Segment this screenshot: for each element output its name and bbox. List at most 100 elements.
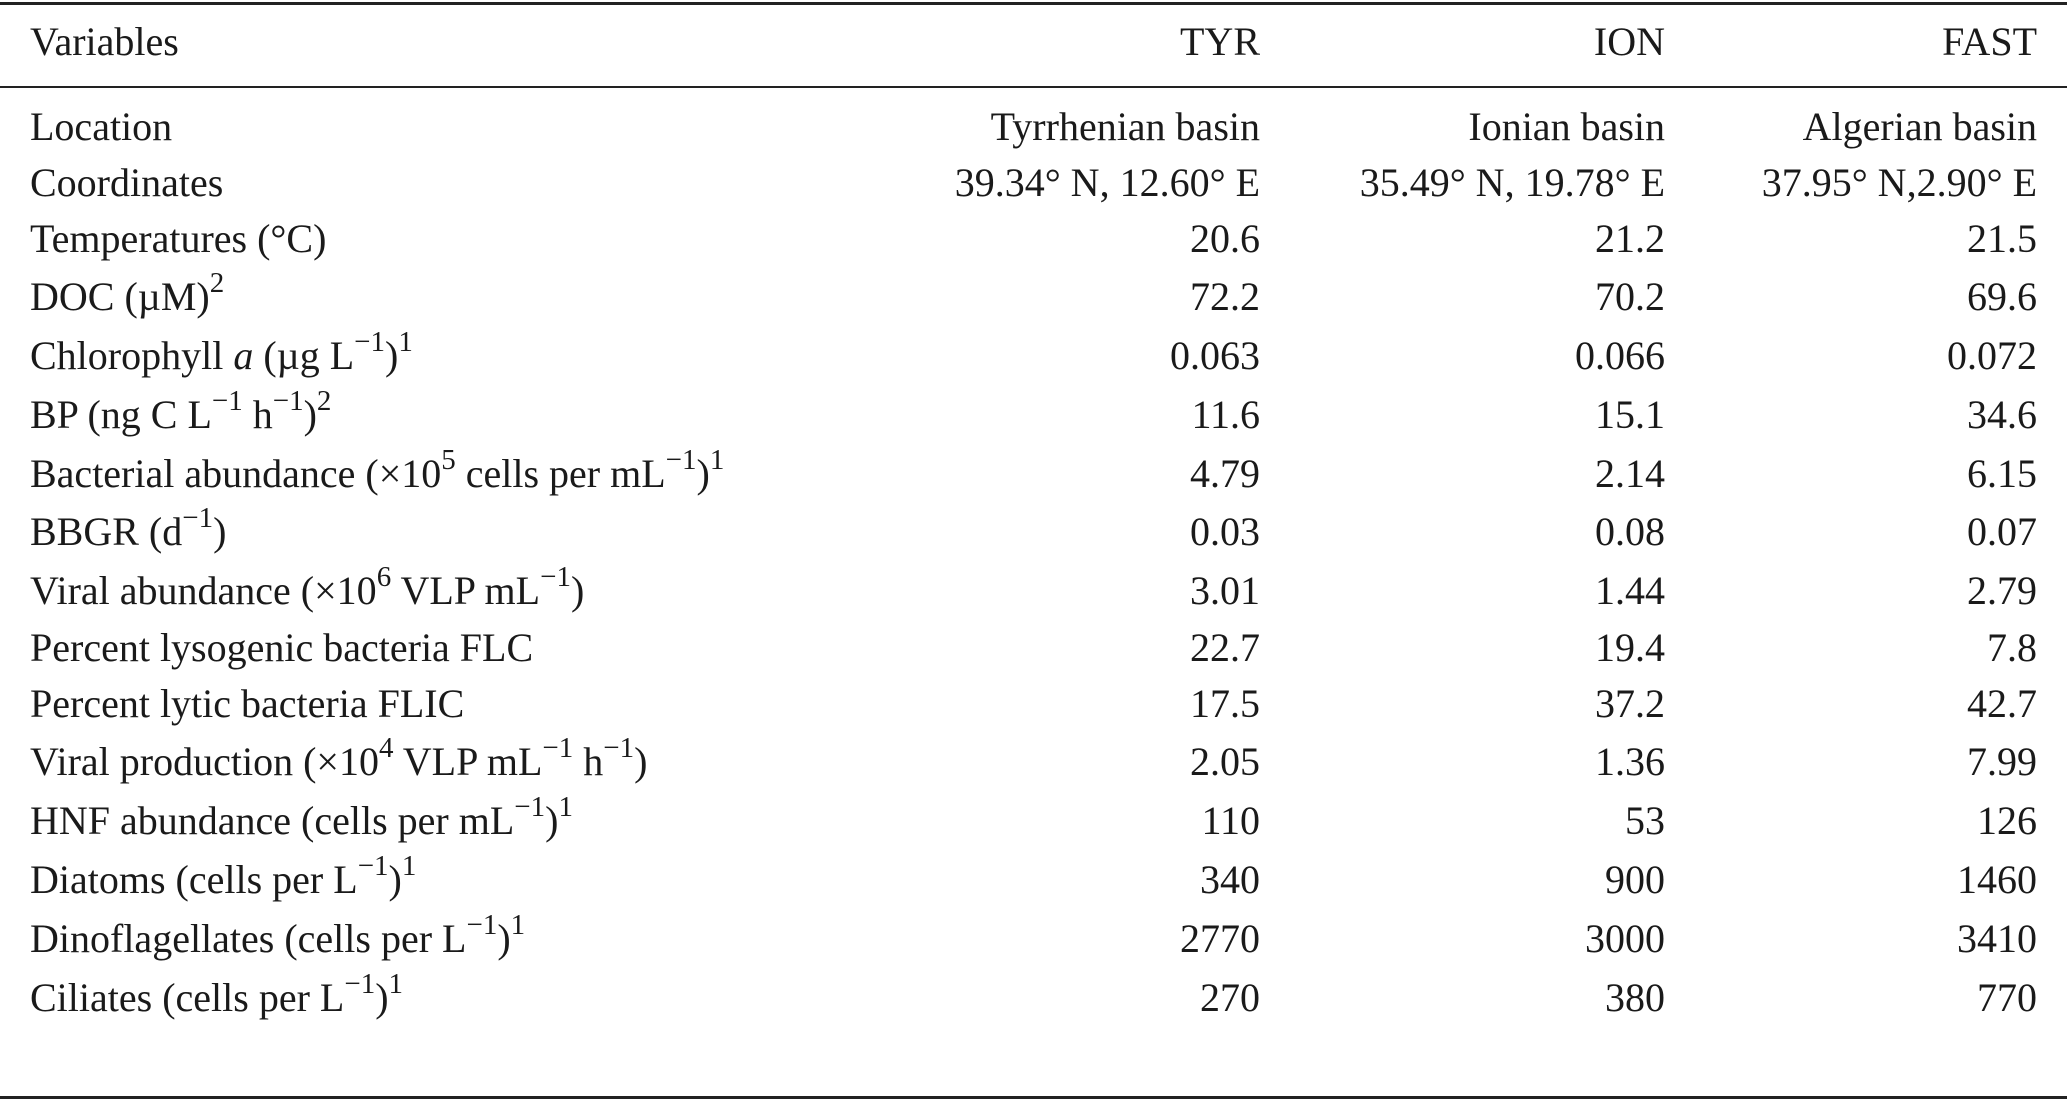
bottom-rule [0, 1096, 2067, 1099]
cell-ion: 900 [1605, 857, 1665, 902]
table-row: Bacterial abundance (×105 cells per mL−1… [0, 443, 2067, 502]
label-text: BP (ng C L [30, 392, 212, 437]
table-row: Coordinates 39.34° N, 12.60° E 35.49° N,… [0, 155, 2067, 211]
cell-fast: 1460 [1957, 857, 2037, 902]
cell-tyr: 110 [1201, 798, 1260, 843]
label-text: VLP mL [393, 739, 543, 784]
cell-fast: 0.07 [1967, 509, 2037, 554]
exponent: −1 [540, 560, 571, 593]
label-text: BBGR (d [30, 509, 183, 554]
row-label: Ciliates (cells per L−1)1 [30, 967, 403, 1026]
footnote-marker: 1 [558, 790, 573, 823]
cell-ion: 15.1 [1595, 392, 1665, 437]
cell-tyr: 20.6 [1190, 216, 1260, 261]
row-label: Chlorophyll a (µg L−1)1 [30, 325, 413, 384]
cell-ion: 21.2 [1595, 216, 1665, 261]
cell-tyr: 39.34° N, 12.60° E [954, 160, 1260, 205]
row-label: Viral production (×104 VLP mL−1 h−1) [30, 731, 647, 790]
row-label: Percent lysogenic bacteria FLC [30, 625, 534, 670]
cell-tyr: 11.6 [1191, 392, 1260, 437]
header-tyr: TYR [1180, 19, 1260, 64]
row-label: DOC (µM)2 [30, 266, 225, 325]
footnote-marker: 1 [401, 849, 417, 882]
cell-fast: 42.7 [1967, 681, 2037, 726]
exponent: −1 [354, 325, 386, 358]
label-text: Chlorophyll [30, 333, 234, 378]
cell-fast: 6.15 [1967, 451, 2037, 496]
cell-ion: 0.08 [1595, 509, 1665, 554]
exponent: −1 [182, 501, 214, 534]
table-row: Dinoflagellates (cells per L−1)1 2770 30… [0, 908, 2067, 967]
cell-ion: 380 [1605, 975, 1665, 1020]
row-label: BBGR (d−1) [30, 501, 227, 560]
label-text: ) [303, 392, 317, 437]
table-row: Chlorophyll a (µg L−1)1 0.063 0.066 0.07… [0, 325, 2067, 384]
exponent: 5 [441, 443, 456, 476]
label-text: ) [375, 975, 389, 1020]
table-row: DOC (µM)2 72.2 70.2 69.6 [0, 266, 2067, 325]
footnote-marker: 1 [398, 325, 413, 358]
exponent: 4 [378, 731, 394, 764]
footnote-marker: 2 [209, 266, 225, 299]
cell-fast: 2.79 [1967, 568, 2037, 613]
table-row: HNF abundance (cells per mL−1)1 110 53 1… [0, 790, 2067, 849]
label-text: HNF abundance (cells per mL [30, 798, 515, 843]
label-text: ) [213, 509, 227, 554]
exponent: −1 [272, 384, 304, 417]
table-row: Percent lysogenic bacteria FLC 22.7 19.4… [0, 620, 2067, 676]
footnote-marker: 1 [709, 443, 725, 476]
table-header-row: Variables TYR ION FAST [0, 14, 2067, 70]
row-label: Location [30, 104, 173, 149]
cell-tyr: 72.2 [1190, 274, 1260, 319]
cell-tyr: 3.01 [1190, 568, 1260, 613]
exponent: −1 [211, 384, 243, 417]
label-text: cells per mL [455, 451, 666, 496]
footnote-marker: 2 [316, 384, 332, 417]
cell-tyr: 270 [1200, 975, 1260, 1020]
cell-tyr: 4.79 [1190, 451, 1260, 496]
header-rule [0, 86, 2067, 88]
table-row: Diatoms (cells per L−1)1 340 900 1460 [0, 849, 2067, 908]
table-row: Viral abundance (×106 VLP mL−1) 3.01 1.4… [0, 560, 2067, 619]
cell-tyr: 340 [1200, 857, 1260, 902]
header-variables: Variables [30, 19, 179, 64]
exponent: −1 [344, 967, 376, 1000]
cell-ion: Ionian basin [1468, 104, 1665, 149]
cell-ion: 35.49° N, 19.78° E [1359, 160, 1665, 205]
row-label: Viral abundance (×106 VLP mL−1) [30, 560, 584, 619]
cell-ion: 70.2 [1595, 274, 1665, 319]
cell-ion: 53 [1625, 798, 1665, 843]
row-label: BP (ng C L−1 h−1)2 [30, 384, 332, 443]
table-row: Temperatures (°C) 20.6 21.2 21.5 [0, 211, 2067, 267]
footnote-marker: 1 [510, 908, 526, 941]
row-label: Temperatures (°C) [30, 216, 327, 261]
exponent: −1 [466, 908, 498, 941]
cell-ion: 0.066 [1575, 333, 1665, 378]
cell-ion: 37.2 [1595, 681, 1665, 726]
label-text: Dinoflagellates (cells per L [30, 916, 467, 961]
row-label: Bacterial abundance (×105 cells per mL−1… [30, 443, 725, 502]
cell-fast: 7.8 [1987, 625, 2037, 670]
cell-fast: 69.6 [1967, 274, 2037, 319]
label-text: ) [497, 916, 511, 961]
label-text: Viral abundance (×10 [30, 568, 377, 613]
label-text: ) [545, 798, 559, 843]
cell-tyr: 2.05 [1190, 739, 1260, 784]
cell-tyr: 0.063 [1170, 333, 1260, 378]
table-row: Viral production (×104 VLP mL−1 h−1) 2.0… [0, 731, 2067, 790]
cell-tyr: 0.03 [1190, 509, 1260, 554]
table-row: Ciliates (cells per L−1)1 270 380 770 [0, 967, 2067, 1026]
cell-fast: 7.99 [1967, 739, 2037, 784]
cell-ion: 19.4 [1595, 625, 1665, 670]
row-label: Coordinates [30, 160, 224, 205]
label-text: DOC (µM) [30, 274, 210, 319]
label-text: Viral production (×10 [30, 739, 379, 784]
cell-ion: 2.14 [1595, 451, 1665, 496]
table-row: BP (ng C L−1 h−1)2 11.6 15.1 34.6 [0, 384, 2067, 443]
header-ion: ION [1593, 19, 1665, 64]
cell-fast: 770 [1977, 975, 2037, 1020]
label-text: h [573, 739, 604, 784]
cell-fast: 126 [1977, 798, 2037, 843]
cell-tyr: Tyrrhenian basin [990, 104, 1260, 149]
header-fast: FAST [1942, 19, 2037, 64]
